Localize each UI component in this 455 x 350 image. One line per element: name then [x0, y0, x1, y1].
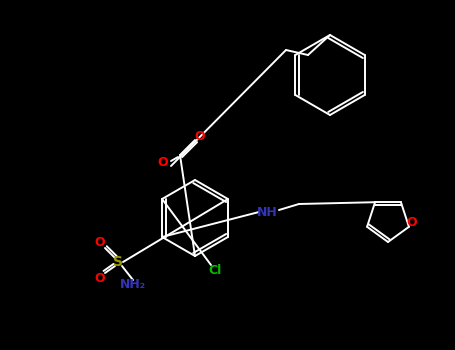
Text: NH₂: NH₂ [120, 279, 146, 292]
Text: O: O [95, 272, 105, 285]
Text: O: O [195, 131, 205, 144]
Text: Cl: Cl [208, 264, 222, 276]
Text: O: O [158, 156, 168, 169]
Text: O: O [95, 237, 105, 250]
Text: S: S [113, 255, 123, 269]
Text: NH: NH [257, 205, 278, 218]
Text: O: O [407, 216, 417, 229]
